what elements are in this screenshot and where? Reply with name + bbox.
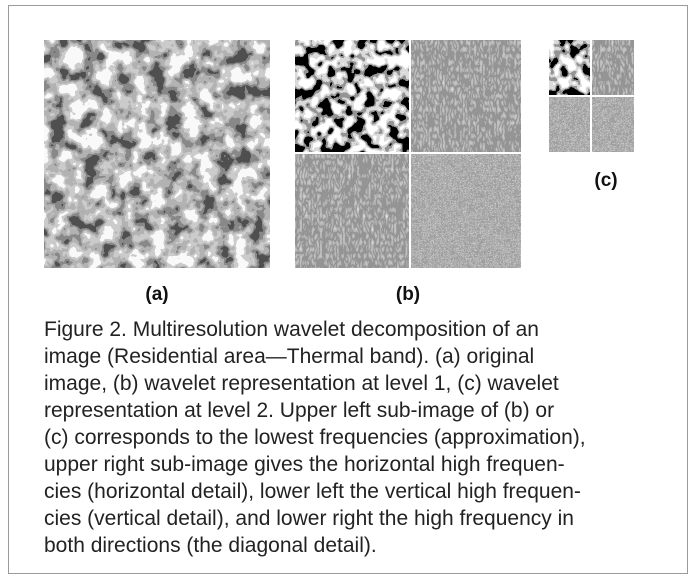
image-b-diagonal xyxy=(411,154,521,268)
caption-line: image, (b) wavelet representation at lev… xyxy=(44,370,586,397)
caption-line: cies (vertical detail), and lower right … xyxy=(44,505,586,532)
panel-label: (a) xyxy=(145,284,168,306)
caption-line: image (Residential area—Thermal band). (… xyxy=(44,343,586,370)
caption-line: (c) corresponds to the lowest frequencie… xyxy=(44,424,586,451)
caption-line: cies (horizontal detail), lower left the… xyxy=(44,478,586,505)
image-c-horizontal xyxy=(592,40,634,95)
image-c-diagonal xyxy=(592,97,634,152)
image-b-horizontal xyxy=(411,40,521,152)
caption-line: representation at level 2. Upper left su… xyxy=(44,397,586,424)
panel-label: (b) xyxy=(396,284,420,306)
caption: Figure 2. Multiresolution wavelet decomp… xyxy=(44,316,586,559)
image-b-vertical xyxy=(295,154,409,268)
caption-line: both directions (the diagonal detail). xyxy=(44,532,586,559)
page: (a) (b) (c) Figure 2. Multiresolution wa… xyxy=(0,0,697,580)
image-c-vertical xyxy=(549,97,590,152)
panel-label: (c) xyxy=(594,170,617,192)
caption-line: upper right sub-image gives the horizont… xyxy=(44,451,586,478)
image-a xyxy=(44,40,270,268)
image-b-approx xyxy=(295,40,409,152)
image-c-approx xyxy=(549,40,590,95)
caption-line: Figure 2. Multiresolution wavelet decomp… xyxy=(44,316,586,343)
